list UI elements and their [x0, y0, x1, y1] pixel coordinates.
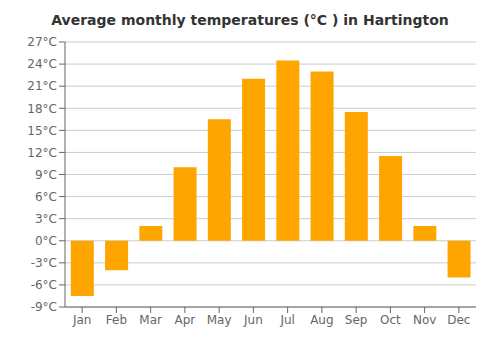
- svg-text:6°C: 6°C: [35, 190, 57, 204]
- svg-text:Jul: Jul: [279, 313, 294, 327]
- svg-text:18°C: 18°C: [27, 102, 57, 116]
- svg-text:12°C: 12°C: [27, 146, 57, 160]
- svg-text:-9°C: -9°C: [31, 300, 57, 314]
- svg-text:Jun: Jun: [243, 313, 263, 327]
- svg-text:9°C: 9°C: [35, 168, 57, 182]
- svg-text:-6°C: -6°C: [31, 278, 57, 292]
- html-text:Average monthly temperatures (: Average monthly temperatures (°C ) in Ha…: [51, 12, 449, 28]
- svg-text:Mar: Mar: [139, 313, 162, 327]
- svg-text:Dec: Dec: [447, 313, 470, 327]
- svg-text:Sep: Sep: [345, 313, 368, 327]
- svg-text:Feb: Feb: [106, 313, 127, 327]
- svg-text:0°C: 0°C: [35, 234, 57, 248]
- svg-text:-3°C: -3°C: [31, 256, 57, 270]
- svg-text:Aug: Aug: [310, 313, 333, 327]
- svg-text:Oct: Oct: [380, 313, 401, 327]
- svg-text:Jan: Jan: [72, 313, 92, 327]
- svg-text:15°C: 15°C: [27, 124, 57, 138]
- svg-text:3°C: 3°C: [35, 212, 57, 226]
- svg-text:24°C: 24°C: [27, 57, 57, 71]
- svg-text:Nov: Nov: [413, 313, 436, 327]
- svg-text:May: May: [207, 313, 232, 327]
- svg-text:21°C: 21°C: [27, 79, 57, 93]
- svg-text:Apr: Apr: [174, 313, 195, 327]
- svg-text:27°C: 27°C: [27, 35, 57, 49]
